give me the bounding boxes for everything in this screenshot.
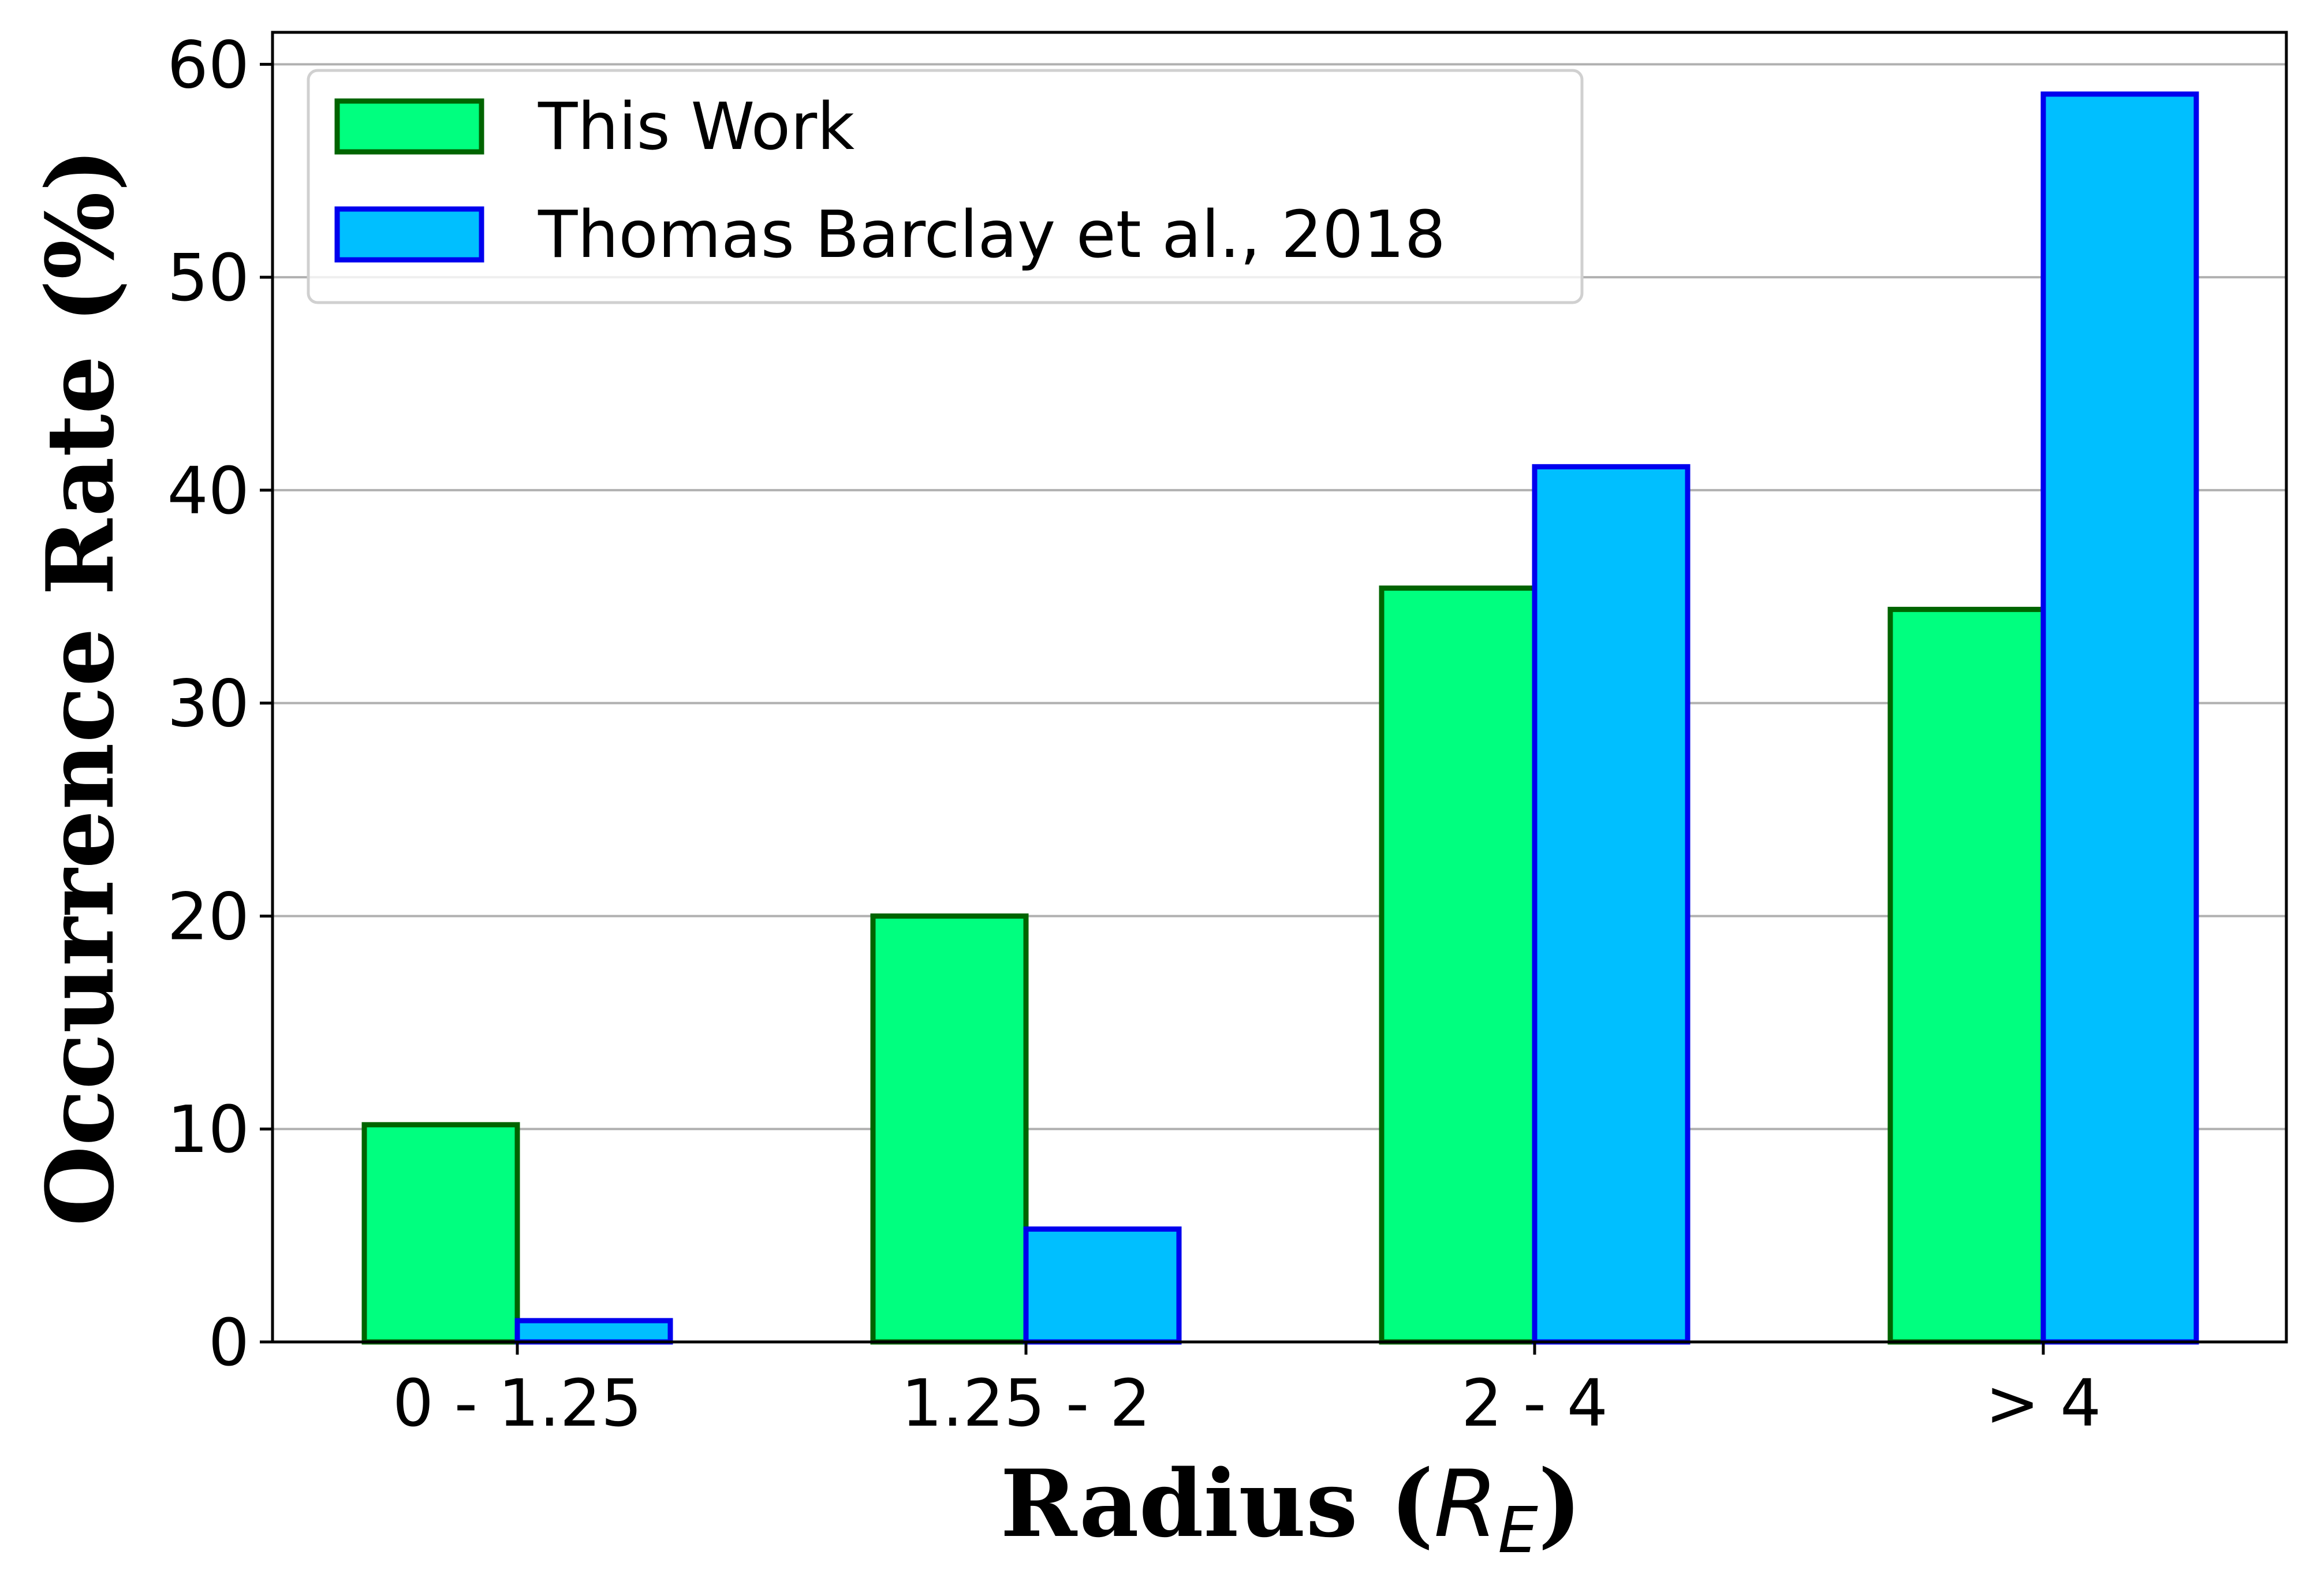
legend-swatch-this-work [334, 98, 484, 155]
x-axis: 0 - 1.25 1.25 - 2 2 - 4 > 4 [393, 1342, 2101, 1441]
x-tick-label-2-4: 2 - 4 [1461, 1366, 1608, 1441]
y-tick-label-0: 0 [208, 1306, 249, 1381]
bar-this-work-0-1-25 [361, 1122, 520, 1345]
x-axis-title: Radius (RE) [1000, 1449, 1581, 1567]
legend-frame [307, 69, 1584, 304]
y-axis-title: Occurrence Rate (%) [26, 148, 135, 1226]
bar-thomas-barclay-et-al-2018-0-1-25 [514, 1318, 673, 1345]
bar-this-work-4 [1887, 606, 2046, 1345]
bars [361, 91, 2199, 1345]
x-tick-label-0-1-25: 0 - 1.25 [393, 1366, 642, 1441]
y-tick-label-50: 50 [167, 241, 249, 316]
bar-thomas-barclay-et-al-2018-2-4 [1532, 464, 1691, 1345]
legend: This Work Thomas Barclay et al., 2018 [307, 69, 1584, 304]
bar-thomas-barclay-et-al-2018-1-25-2 [1023, 1226, 1182, 1345]
y-tick-label-10: 10 [167, 1092, 249, 1168]
x-tick-label-1-25-2: 1.25 - 2 [901, 1366, 1151, 1441]
legend-label-barclay-2018: Thomas Barclay et al., 2018 [538, 197, 1446, 273]
plot-frame [271, 31, 2288, 1344]
x-tick-label-4: > 4 [1986, 1366, 2102, 1441]
bar-this-work-1-25-2 [870, 913, 1029, 1345]
x-axis-title-suffix: ) [1538, 1449, 1582, 1558]
x-axis-title-symbol: R [1434, 1450, 1498, 1558]
legend-swatch-barclay-2018 [334, 206, 484, 263]
bar-thomas-barclay-et-al-2018-4 [2040, 91, 2199, 1345]
y-tick-label-60: 60 [167, 28, 249, 103]
bar-this-work-2-4 [1379, 586, 1538, 1345]
legend-label-this-work: This Work [538, 90, 854, 165]
y-tick-label-40: 40 [167, 454, 249, 529]
x-axis-title-subscript: E [1498, 1493, 1538, 1567]
y-tick-label-30: 30 [167, 667, 249, 742]
y-tick-label-20: 20 [167, 879, 249, 954]
x-axis-title-prefix: Radius ( [1000, 1449, 1434, 1558]
y-axis: 0 10 20 30 40 50 60 [167, 28, 273, 1381]
